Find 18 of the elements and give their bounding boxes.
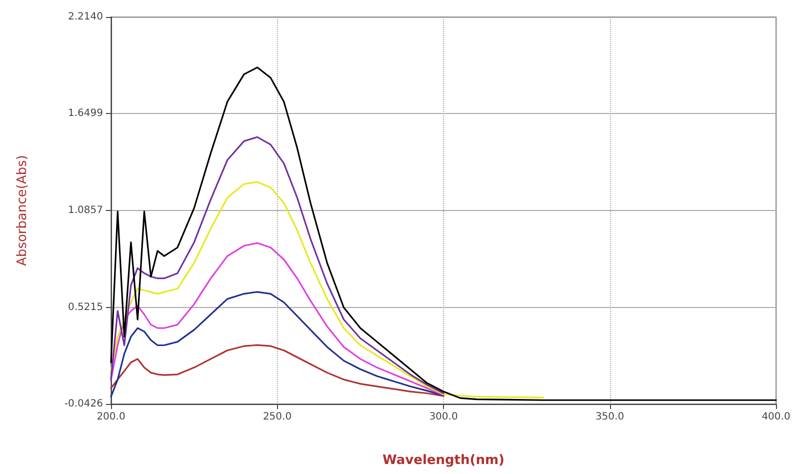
line-series — [110, 136, 444, 394]
x-tick-label: 200.0 — [96, 412, 126, 422]
line-series — [110, 344, 444, 397]
y-tick-label: 1.0857 — [68, 205, 103, 216]
y-tick-label: 0.5215 — [68, 302, 103, 313]
y-axis-title: Absorbance(Abs) — [15, 155, 30, 266]
y-tick-label: 2.2140 — [68, 12, 103, 22]
x-tick-label: 300.0 — [429, 412, 458, 422]
x-tick-label: 250.0 — [262, 412, 292, 422]
x-tick-label: 400.0 — [762, 412, 790, 422]
x-tick-label: 350.0 — [595, 412, 624, 422]
line-series — [110, 291, 444, 398]
line-series — [110, 242, 444, 396]
line-series — [110, 66, 777, 401]
y-tick-label: -0.0426 — [64, 398, 103, 410]
y-tick-label: 1.6499 — [68, 108, 103, 120]
x-axis-title: Wavelength(nm) — [382, 453, 504, 468]
line-series — [110, 181, 544, 398]
